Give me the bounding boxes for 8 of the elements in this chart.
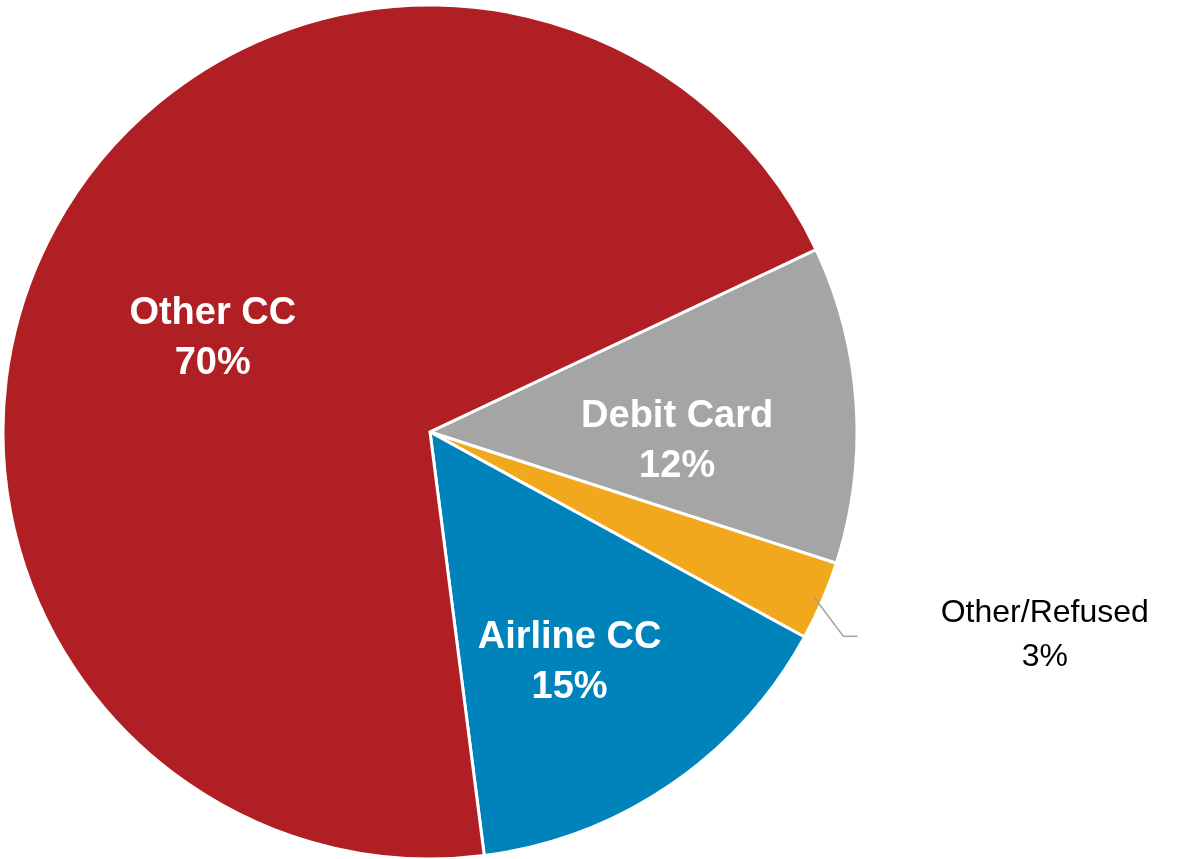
data-label: 12% — [639, 443, 716, 486]
data-label: 70% — [174, 340, 251, 383]
slice-label: Other CC — [129, 290, 297, 333]
data-label: 15% — [531, 663, 608, 706]
slice-label: Other/Refused — [940, 592, 1149, 629]
slice-label: Airline CC — [477, 613, 662, 656]
data-label: 3% — [1021, 636, 1068, 673]
slice-label: Debit Card — [581, 393, 774, 436]
